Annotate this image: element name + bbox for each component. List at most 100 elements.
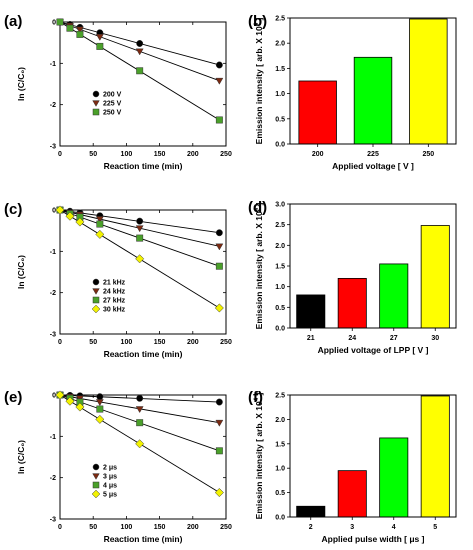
data-point — [91, 489, 101, 499]
x-tick-label: 100 — [121, 524, 133, 531]
data-point — [96, 42, 104, 50]
legend-label: 24 kHz — [103, 289, 126, 296]
y-axis-title: Emission intensity [ arb. X 104 ] — [254, 393, 264, 520]
data-point — [135, 439, 145, 449]
y-axis-title: Emission intensity [ arb. X 104 ] — [254, 203, 264, 330]
panel-label: (b) — [248, 13, 267, 30]
data-point — [215, 398, 223, 406]
x-tick-label: 50 — [89, 339, 97, 346]
data-point — [96, 405, 104, 413]
panel-label: (d) — [248, 199, 267, 216]
x-tick-label: 150 — [154, 151, 166, 158]
legend-label: 21 kHz — [103, 280, 126, 287]
data-point — [95, 399, 104, 407]
data-point — [92, 100, 100, 107]
x-tick-label: 225 — [367, 151, 379, 158]
data-point — [215, 77, 224, 85]
bar — [379, 263, 409, 329]
data-point — [76, 30, 84, 38]
y-tick-label: -1 — [50, 434, 56, 441]
y-tick-label: -2 — [50, 475, 56, 482]
x-axis-title: Reaction time (min) — [104, 161, 183, 171]
x-axis-title: Applied voltage [ V ] — [332, 161, 414, 171]
data-point — [92, 296, 100, 304]
y-tick-label: -3 — [50, 332, 56, 339]
legend-label: 4 μs — [103, 483, 117, 490]
y-axis-title-main: Emission intensity [ arb. X 10 — [254, 401, 264, 519]
data-point — [214, 488, 224, 498]
data-point — [136, 40, 144, 47]
y-axis-title-main: Emission intensity [ arb. X 10 — [254, 26, 264, 144]
y-tick-label: 2.0 — [275, 243, 285, 250]
data-point — [92, 463, 100, 471]
legend-label: 250 V — [103, 110, 122, 117]
y-tick-label: 2.5 — [275, 16, 285, 23]
y-tick-label: 0 — [52, 393, 56, 400]
panel-f: (f) 2 3 4 5 0.0 0.5 1.0 1.5 2.0 2.5 Applied pulse w… — [248, 389, 457, 544]
x-tick-label: 0 — [58, 339, 62, 346]
y-axis-title: Emission intensity [ arb. X 104 ] — [254, 18, 264, 145]
x-tick-label: 250 — [220, 151, 232, 158]
y-tick-label: -1 — [50, 249, 56, 256]
bar — [379, 437, 409, 518]
data-point — [136, 217, 144, 225]
x-tick-label: 0 — [58, 524, 62, 531]
data-point — [136, 419, 144, 427]
data-point — [92, 288, 100, 295]
panel-b: (b) 200 225 250 0.0 0.5 1.0 1.5 2.0 2.5 Applied vo… — [248, 13, 457, 171]
y-tick-label: 1.0 — [275, 91, 285, 98]
y-tick-label: -1 — [50, 61, 56, 68]
panel-label: (f) — [248, 389, 263, 406]
y-tick-label: 0.0 — [275, 326, 285, 333]
y-axis-title-exponent: 4 — [254, 22, 260, 26]
data-point — [136, 67, 144, 75]
data-point — [56, 18, 64, 26]
x-axis-title: Applied pulse width [ μs ] — [322, 534, 425, 544]
bar — [420, 225, 450, 329]
x-tick-label: 21 — [307, 335, 315, 342]
data-point — [215, 419, 224, 427]
y-tick-label: 0.5 — [275, 305, 285, 312]
panel-label: (c) — [4, 201, 22, 218]
y-tick-label: 2.0 — [275, 41, 285, 48]
data-point — [215, 262, 223, 270]
data-point — [95, 414, 105, 424]
data-point — [215, 447, 223, 455]
y-tick-label: -3 — [50, 144, 56, 151]
y-tick-label: 3.0 — [275, 202, 285, 209]
data-point — [215, 61, 223, 69]
data-point — [215, 229, 223, 237]
y-tick-label: 2.0 — [275, 417, 285, 424]
data-point — [214, 303, 224, 313]
y-axis-title-end: ] — [254, 203, 264, 208]
plot-frame — [59, 209, 227, 335]
x-tick-label: 250 — [220, 339, 232, 346]
bar — [353, 56, 393, 145]
bar — [337, 470, 367, 518]
data-point — [136, 394, 144, 402]
bar — [298, 80, 337, 145]
y-tick-label: 0.0 — [275, 515, 285, 522]
x-tick-label: 27 — [390, 335, 398, 342]
legend-label: 27 kHz — [103, 298, 126, 305]
legend-label: 3 μs — [103, 474, 117, 481]
data-point — [95, 216, 104, 224]
panel-c: (c) 0 50 100 150 200 250 0 -1 -2 -3 Reaction time (… — [4, 201, 232, 359]
y-axis-title-exponent: 4 — [254, 397, 260, 401]
data-point — [65, 211, 75, 221]
y-tick-label: 1.5 — [275, 66, 285, 73]
x-tick-label: 250 — [220, 524, 232, 531]
x-tick-label: 2 — [309, 524, 313, 531]
y-tick-label: 2.5 — [275, 393, 285, 400]
data-point — [65, 396, 75, 406]
x-tick-label: 200 — [187, 524, 199, 531]
data-point — [136, 234, 144, 242]
y-axis-title: ln (C/C₀) — [16, 67, 26, 101]
bar — [409, 18, 448, 145]
data-point — [135, 48, 144, 56]
data-point — [75, 26, 84, 34]
panel-label: (e) — [4, 389, 22, 406]
x-tick-label: 50 — [89, 524, 97, 531]
y-tick-label: 2.5 — [275, 222, 285, 229]
